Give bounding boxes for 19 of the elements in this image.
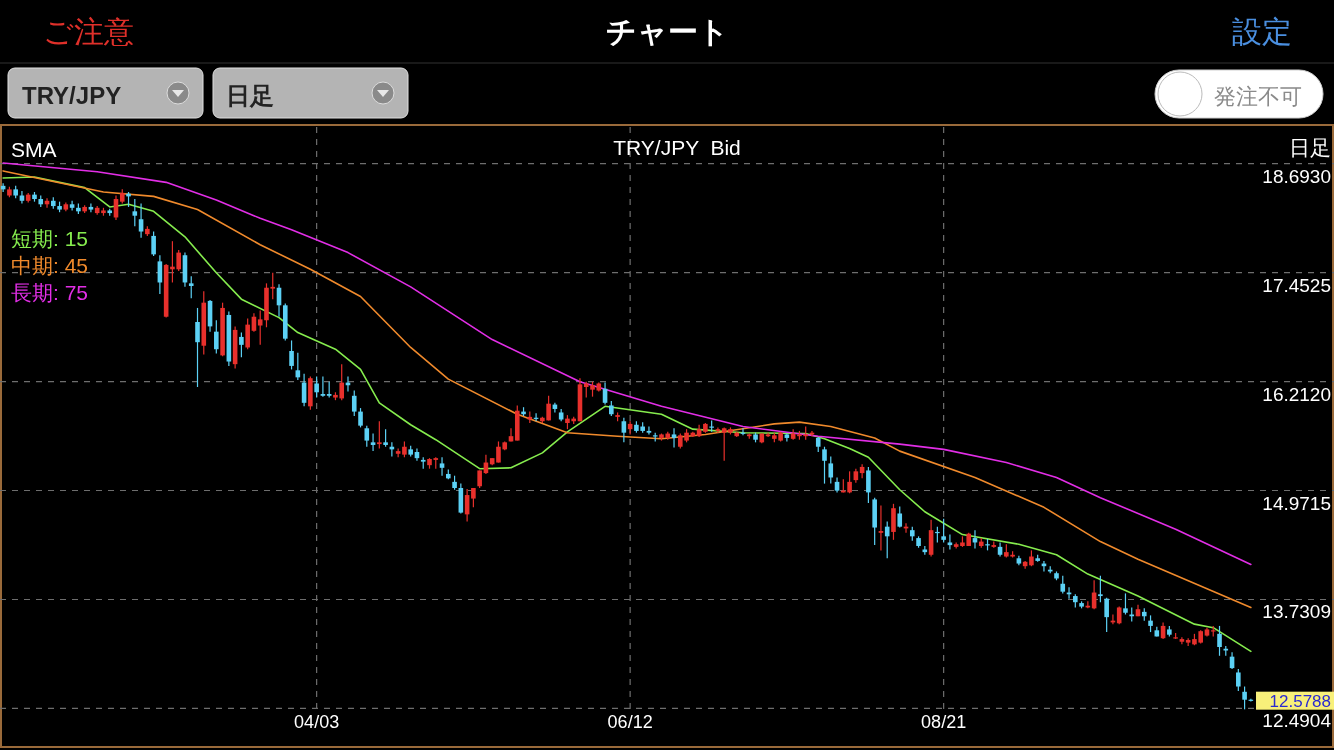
chart-title: TRY/JPY Bid <box>613 136 741 159</box>
y-tick-label: 17.4525 <box>1262 274 1331 296</box>
text: ご注意 <box>42 15 134 48</box>
text: 設定 <box>1232 15 1292 48</box>
annotation: SMA <box>11 138 57 161</box>
x-tick-label: 08/21 <box>921 712 967 732</box>
y-tick-label: 14.9715 <box>1262 492 1331 514</box>
text: 日足 <box>226 82 274 109</box>
y-tick-label: 13.7309 <box>1262 601 1331 623</box>
x-tick-label: 04/03 <box>294 712 340 732</box>
legend: 短期: 15 中期: 45 長期: 75 <box>11 227 89 304</box>
x-tick-label: 06/12 <box>607 712 653 732</box>
text: 発注不可 <box>1214 84 1302 109</box>
y-tick-label: 12.4904 <box>1262 710 1332 732</box>
y-tick-label: 18.6930 <box>1262 165 1331 187</box>
text: 日足 <box>1289 136 1331 159</box>
y-tick-label: 16.2120 <box>1262 383 1331 405</box>
text: TRY/JPY <box>22 82 122 109</box>
text: チャート <box>605 15 729 48</box>
